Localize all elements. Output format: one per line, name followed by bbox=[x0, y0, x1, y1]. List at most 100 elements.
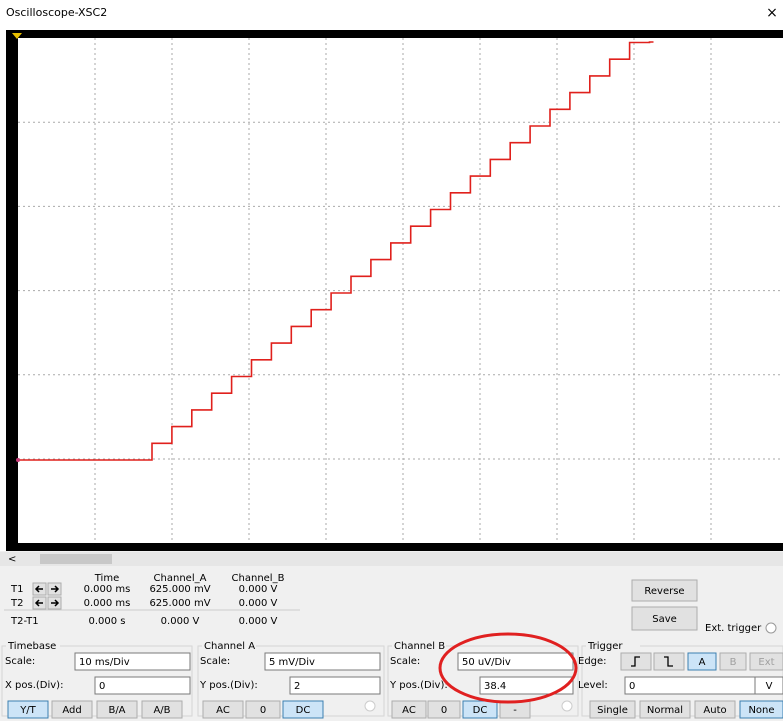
trigger-level-input[interactable] bbox=[624, 676, 756, 695]
trigger-source-button[interactable] bbox=[719, 652, 747, 671]
trigger-mode-button[interactable] bbox=[589, 700, 636, 719]
coupling-button[interactable] bbox=[427, 700, 461, 719]
scroll-thumb[interactable] bbox=[40, 554, 112, 564]
timebase-mode-button[interactable] bbox=[51, 700, 93, 719]
channel-a-pos-input-value: 2 bbox=[294, 681, 300, 692]
field-label: Scale: bbox=[5, 656, 35, 667]
coupling-button[interactable] bbox=[282, 700, 324, 719]
cursor-header: Time bbox=[94, 573, 119, 584]
arrow-icon bbox=[51, 585, 60, 593]
trigger-mode-button-label: Auto bbox=[703, 705, 726, 716]
scroll-left[interactable]: < bbox=[8, 554, 16, 565]
coupling-button-label: DC bbox=[296, 705, 311, 716]
cursor-value: 625.000 mV bbox=[149, 598, 210, 609]
timebase-mode-button[interactable] bbox=[96, 700, 138, 719]
timebase-pos-input-value: 0 bbox=[99, 681, 105, 692]
field-label: Y pos.(Div): bbox=[389, 680, 448, 691]
ext-trigger-label: Ext. trigger bbox=[705, 623, 762, 634]
coupling-button-label: AC bbox=[216, 705, 230, 716]
reverse-button[interactable] bbox=[631, 579, 698, 602]
group-title: Timebase bbox=[7, 641, 56, 652]
cursor-header: Channel_A bbox=[154, 573, 207, 584]
field-label: Edge: bbox=[578, 656, 607, 667]
falling-edge-button[interactable] bbox=[620, 652, 652, 671]
timebase-mode-button[interactable] bbox=[141, 700, 183, 719]
timebase-mode-button-label: B/A bbox=[108, 705, 125, 716]
scrollbar[interactable] bbox=[0, 552, 783, 566]
save-button[interactable] bbox=[631, 606, 698, 631]
trigger-mode-button[interactable] bbox=[639, 700, 691, 719]
field-label: Scale: bbox=[200, 656, 230, 667]
cursor-value: 0.000 s bbox=[88, 616, 125, 627]
cursor-value: 0.000 V bbox=[161, 616, 200, 627]
field-label: Y pos.(Div): bbox=[199, 680, 258, 691]
coupling-button[interactable] bbox=[245, 700, 281, 719]
group-title-bg bbox=[392, 640, 446, 652]
edge-icon bbox=[631, 656, 640, 667]
trigger-mode-button[interactable] bbox=[739, 700, 783, 719]
arrow-icon bbox=[34, 599, 43, 607]
coupling-button[interactable] bbox=[202, 700, 244, 719]
trace-a bbox=[18, 41, 654, 461]
trigger-marker bbox=[12, 33, 22, 39]
coupling-button-label: AC bbox=[402, 705, 416, 716]
ext-trigger-radio[interactable] bbox=[765, 622, 777, 634]
channel-b-scale-input[interactable] bbox=[457, 652, 574, 671]
cursor-row-label: T2 bbox=[10, 598, 23, 609]
arrow-icon bbox=[34, 585, 43, 593]
timebase-mode-button-label: A/B bbox=[153, 705, 170, 716]
screen bbox=[18, 38, 783, 543]
save-button-label: Save bbox=[652, 614, 677, 625]
coupling-button-label: - bbox=[513, 705, 517, 716]
coupling-button-label: DC bbox=[473, 705, 488, 716]
cursor-value: 0.000 V bbox=[239, 584, 278, 595]
channel-b-pos-input[interactable] bbox=[479, 676, 574, 695]
group-title: Channel A bbox=[204, 641, 255, 652]
channel-b-pos-input-value: 38.4 bbox=[484, 681, 506, 692]
channel-a-radio[interactable] bbox=[364, 700, 376, 712]
group-title-bg bbox=[586, 640, 640, 652]
trigger-source-button-label: B bbox=[730, 657, 737, 668]
timebase-pos-input[interactable] bbox=[94, 676, 191, 695]
channel-b-scale-input-value: 50 uV/Div bbox=[462, 657, 511, 668]
edge-icon bbox=[664, 656, 673, 667]
cursor-value: 0.000 V bbox=[239, 598, 278, 609]
trigger-source-button[interactable] bbox=[749, 652, 783, 671]
level-unit-box bbox=[754, 676, 783, 695]
timebase-mode-button[interactable] bbox=[7, 700, 49, 719]
cursor-value: 0.000 ms bbox=[84, 584, 131, 595]
trigger-source-button-label: A bbox=[699, 657, 706, 668]
timebase-mode-button-label: Y/T bbox=[19, 705, 36, 716]
channel-b-radio[interactable] bbox=[561, 700, 573, 712]
trigger-level-input-value: 0 bbox=[629, 681, 635, 692]
field-label: X pos.(Div): bbox=[5, 680, 63, 691]
trigger-source-button[interactable] bbox=[687, 652, 717, 671]
close-button[interactable]: × bbox=[766, 5, 778, 21]
field-label: Scale: bbox=[390, 656, 420, 667]
channel-a-scale-input[interactable] bbox=[264, 652, 381, 671]
trigger-source-button-label: Ext bbox=[758, 657, 774, 668]
cursor-value: 625.000 mV bbox=[149, 584, 210, 595]
reverse-button-label: Reverse bbox=[644, 586, 684, 597]
trigger-mode-button-label: Normal bbox=[647, 705, 683, 716]
coupling-button[interactable] bbox=[462, 700, 498, 719]
timebase-scale-input[interactable] bbox=[74, 652, 191, 671]
timebase-mode-button-label: Add bbox=[62, 705, 81, 716]
trigger-mode-button-label: None bbox=[748, 705, 774, 716]
arrow-icon bbox=[51, 599, 60, 607]
rising-edge-button[interactable] bbox=[653, 652, 685, 671]
level-unit: V bbox=[766, 681, 773, 692]
cursor-row-label: T1 bbox=[10, 584, 23, 595]
cursor-row-label: T2-T1 bbox=[10, 616, 39, 627]
channel-a-scale-input-value: 5 mV/Div bbox=[269, 657, 315, 668]
trigger-mode-button[interactable] bbox=[694, 700, 736, 719]
channel-marker bbox=[16, 458, 20, 462]
highlight-circle bbox=[438, 632, 578, 704]
coupling-button[interactable] bbox=[391, 700, 427, 719]
group-title-bg bbox=[6, 640, 60, 652]
channel-a-pos-input[interactable] bbox=[289, 676, 381, 695]
group-title: Trigger bbox=[587, 641, 623, 652]
group-title: Channel B bbox=[394, 641, 445, 652]
window-title: Oscilloscope-XSC2 bbox=[6, 6, 107, 19]
